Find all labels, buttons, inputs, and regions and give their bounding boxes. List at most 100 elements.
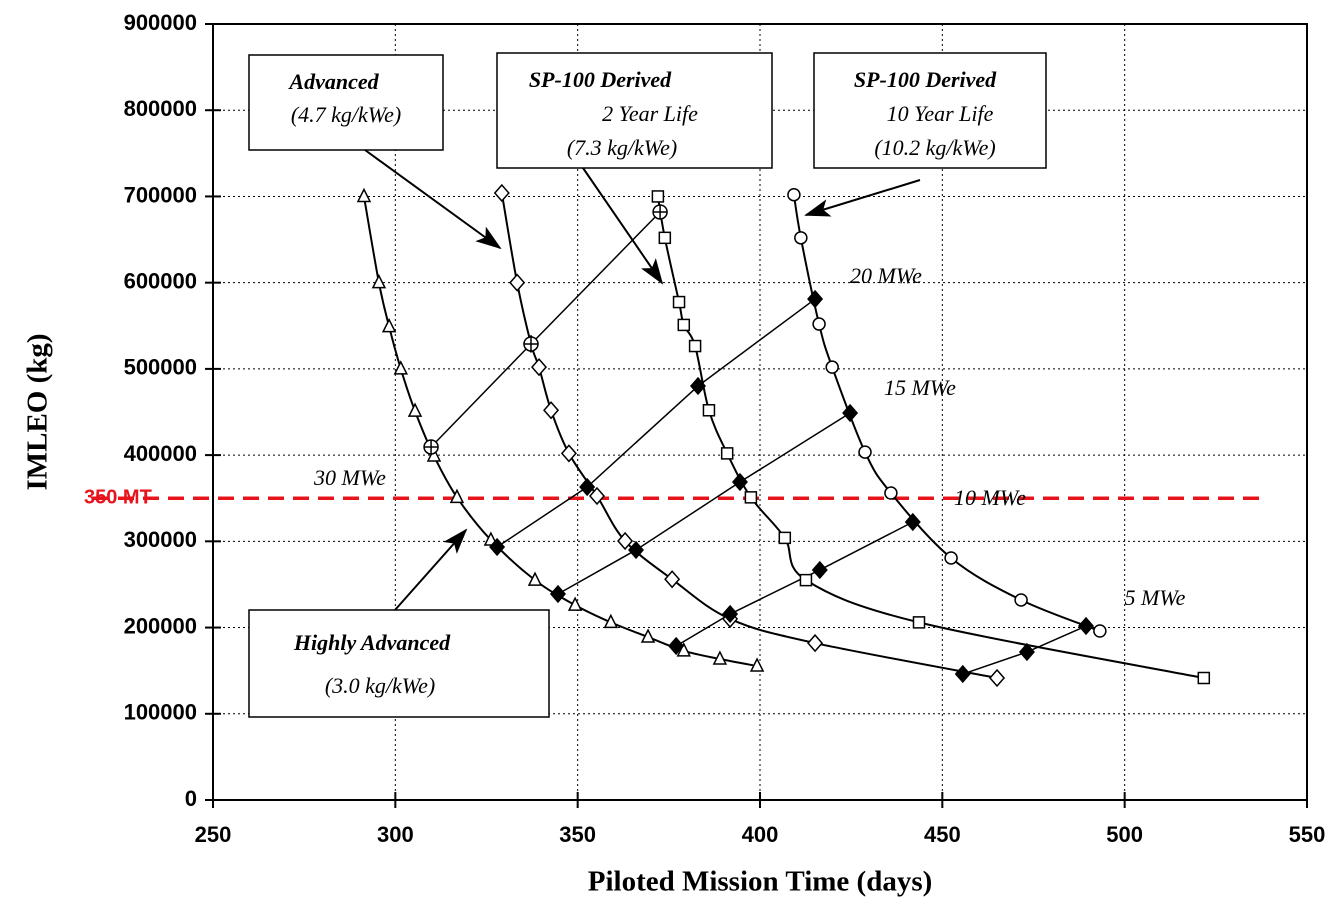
power-label: 5 MWe	[1125, 585, 1186, 610]
marker	[690, 376, 707, 396]
marker	[426, 447, 442, 462]
marker	[722, 604, 739, 624]
marker-part	[523, 336, 538, 351]
marker	[1093, 624, 1107, 638]
reference-label: 350 MT	[84, 487, 152, 509]
marker	[812, 317, 826, 331]
y-tick-label: 900000	[124, 10, 197, 35]
y-tick-label: 500000	[124, 355, 197, 380]
x-axis-label: Piloted Mission Time (days)	[588, 866, 933, 898]
arrow	[394, 528, 468, 611]
marker	[381, 317, 397, 333]
marker	[749, 657, 765, 672]
x-tick-label: 300	[377, 822, 414, 847]
marker	[884, 486, 898, 500]
marker	[567, 596, 583, 611]
annotation-boxes	[248, 52, 1047, 718]
marker	[1018, 642, 1035, 662]
marker	[825, 360, 839, 374]
x-tick-label: 450	[924, 822, 961, 847]
power-label: 15 MWe	[884, 375, 956, 400]
box-text: SP-100 Derived	[529, 67, 672, 92]
marker	[658, 231, 672, 245]
box-text: 2 Year Life	[602, 101, 698, 126]
marker	[1197, 671, 1211, 685]
marker	[509, 273, 526, 292]
marker	[912, 616, 926, 629]
marker	[731, 472, 748, 492]
marker	[677, 318, 691, 332]
marker	[858, 445, 872, 459]
y-tick-label: 100000	[124, 700, 197, 725]
marker	[676, 642, 691, 657]
x-tick-label: 250	[195, 822, 232, 847]
series-line	[656, 196, 1204, 679]
marker	[1014, 593, 1028, 607]
box-text: Advanced	[287, 69, 379, 94]
marker	[628, 540, 645, 560]
marker	[651, 190, 665, 203]
marker	[944, 551, 958, 565]
x-tick-label: 400	[742, 822, 779, 847]
y-tick-label: 600000	[124, 268, 197, 293]
box	[496, 52, 773, 169]
x-tick-label: 550	[1289, 822, 1326, 847]
box-text: (4.7 kg/kWe)	[291, 102, 401, 127]
box	[248, 609, 550, 718]
power-line	[675, 521, 914, 647]
box-text: (10.2 kg/kWe)	[874, 135, 995, 160]
arrow	[804, 179, 921, 217]
marker	[664, 570, 681, 589]
marker	[989, 668, 1006, 688]
marker	[799, 573, 813, 587]
marker	[652, 204, 668, 220]
box	[248, 54, 444, 151]
box	[813, 52, 1047, 169]
marker	[407, 402, 423, 417]
box-text: SP-100 Derived	[854, 67, 997, 92]
marker	[688, 339, 702, 353]
marker	[807, 633, 824, 653]
marker	[672, 295, 686, 309]
marker	[449, 488, 465, 504]
box-text: 10 Year Life	[887, 101, 994, 126]
box-text: Highly Advanced	[293, 630, 451, 655]
marker	[493, 183, 510, 203]
y-tick-label: 800000	[124, 96, 197, 121]
marker	[603, 613, 619, 629]
marker	[842, 403, 859, 423]
marker	[371, 273, 387, 289]
power-line	[557, 412, 851, 595]
y-tick-label: 200000	[124, 613, 197, 638]
plot-frame	[212, 23, 1308, 801]
marker	[527, 571, 543, 586]
marker-part	[424, 440, 439, 455]
y-tick-label: 400000	[124, 441, 197, 466]
arrow	[582, 167, 664, 285]
power-line	[496, 298, 816, 548]
marker	[778, 531, 792, 545]
marker-part	[653, 204, 668, 219]
box-text: (7.3 kg/kWe)	[567, 135, 677, 160]
series-line	[792, 194, 1101, 632]
marker	[807, 289, 824, 309]
marker	[702, 404, 716, 417]
marker	[423, 439, 439, 455]
marker	[794, 231, 808, 245]
x-tick-label: 500	[1106, 822, 1143, 847]
x-tick-label: 350	[559, 822, 596, 847]
marker	[543, 401, 560, 420]
marker	[787, 187, 801, 202]
marker	[489, 537, 506, 557]
marker	[560, 444, 577, 463]
marker	[954, 664, 971, 684]
power-label: 10 MWe	[954, 485, 1026, 510]
marker	[588, 486, 605, 506]
marker	[712, 650, 728, 665]
marker	[811, 560, 828, 580]
marker	[904, 512, 921, 532]
marker	[720, 447, 734, 460]
marker	[1078, 616, 1095, 636]
y-tick-label: 700000	[124, 182, 197, 207]
